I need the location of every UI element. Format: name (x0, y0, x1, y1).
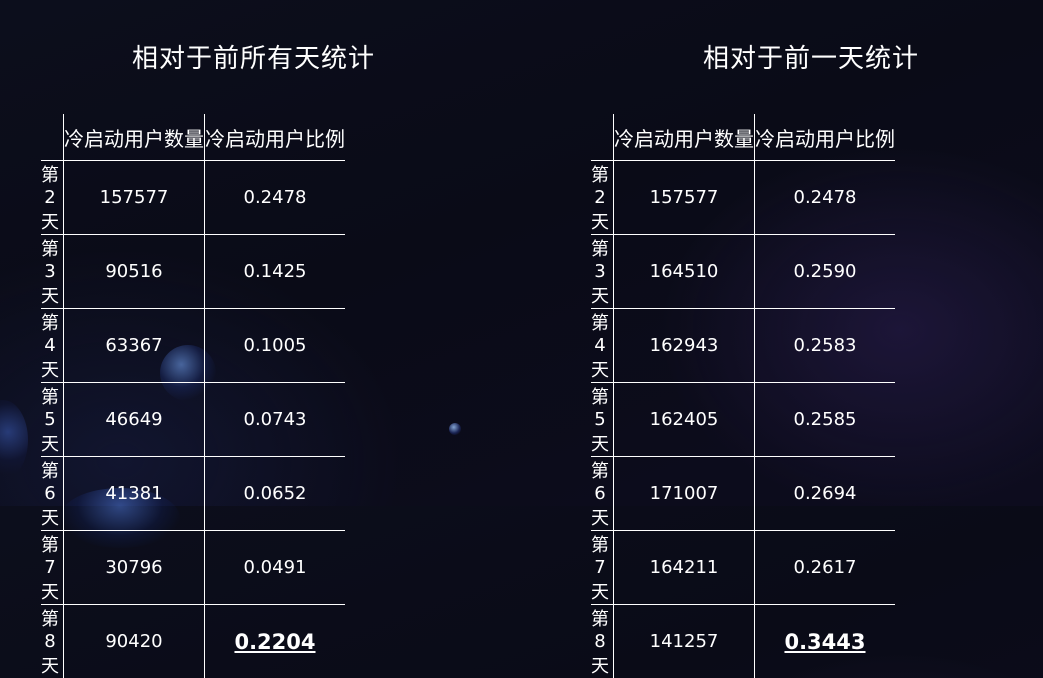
count-cell: 162405 (614, 383, 755, 457)
ratio-cell-highlighted: 0.3443 (755, 605, 896, 678)
table-row: 第4天 162943 0.2583 (591, 309, 895, 383)
header-cold-start-ratio: 冷启动用户比例 (205, 114, 346, 161)
count-cell: 171007 (614, 457, 755, 531)
ratio-cell: 0.0491 (205, 531, 346, 605)
highlighted-ratio: 0.2204 (234, 630, 315, 654)
day-cell: 第4天 (591, 309, 614, 383)
day-cell: 第2天 (41, 161, 64, 235)
ratio-cell: 0.2583 (755, 309, 896, 383)
day-cell: 第4天 (41, 309, 64, 383)
stats-table: 冷启动用户数量 冷启动用户比例 第2天 157577 0.2478 第3天 90… (41, 114, 345, 678)
count-cell: 157577 (614, 161, 755, 235)
ratio-cell: 0.0743 (205, 383, 346, 457)
ratio-cell: 0.2590 (755, 235, 896, 309)
table-row: 第8天 141257 0.3443 (591, 605, 895, 678)
ratio-cell: 0.2617 (755, 531, 896, 605)
table-row: 第7天 164211 0.2617 (591, 531, 895, 605)
day-cell: 第7天 (41, 531, 64, 605)
day-cell: 第8天 (41, 605, 64, 678)
count-cell: 164211 (614, 531, 755, 605)
stats-table: 冷启动用户数量 冷启动用户比例 第2天 157577 0.2478 第3天 16… (591, 114, 895, 678)
table-row: 第7天 30796 0.0491 (41, 531, 345, 605)
day-cell: 第6天 (591, 457, 614, 531)
header-cold-start-ratio: 冷启动用户比例 (755, 114, 896, 161)
day-cell: 第2天 (591, 161, 614, 235)
header-day (41, 114, 64, 161)
count-cell: 164510 (614, 235, 755, 309)
table-header-row: 冷启动用户数量 冷启动用户比例 (591, 114, 895, 161)
day-cell: 第8天 (591, 605, 614, 678)
day-cell: 第5天 (591, 383, 614, 457)
count-cell: 46649 (64, 383, 205, 457)
table-row: 第4天 63367 0.1005 (41, 309, 345, 383)
count-cell: 41381 (64, 457, 205, 531)
ratio-cell-highlighted: 0.2204 (205, 605, 346, 678)
count-cell: 90420 (64, 605, 205, 678)
count-cell: 141257 (614, 605, 755, 678)
table-row: 第5天 162405 0.2585 (591, 383, 895, 457)
table-row: 第2天 157577 0.2478 (591, 161, 895, 235)
count-cell: 157577 (64, 161, 205, 235)
day-cell: 第7天 (591, 531, 614, 605)
day-cell: 第6天 (41, 457, 64, 531)
ratio-cell: 0.1005 (205, 309, 346, 383)
ratio-cell: 0.2478 (205, 161, 346, 235)
ratio-cell: 0.1425 (205, 235, 346, 309)
day-cell: 第5天 (41, 383, 64, 457)
header-cold-start-count: 冷启动用户数量 (64, 114, 205, 161)
decorative-bubble (449, 423, 461, 435)
ratio-cell: 0.2585 (755, 383, 896, 457)
table-row: 第2天 157577 0.2478 (41, 161, 345, 235)
decorative-bubble (0, 400, 28, 480)
ratio-cell: 0.2694 (755, 457, 896, 531)
table-row: 第3天 90516 0.1425 (41, 235, 345, 309)
panel-title: 相对于前一天统计 (703, 38, 919, 75)
count-cell: 162943 (614, 309, 755, 383)
ratio-cell: 0.0652 (205, 457, 346, 531)
table-row: 第6天 41381 0.0652 (41, 457, 345, 531)
panel-title: 相对于前所有天统计 (132, 38, 375, 75)
table-row: 第5天 46649 0.0743 (41, 383, 345, 457)
day-cell: 第3天 (41, 235, 64, 309)
count-cell: 63367 (64, 309, 205, 383)
day-cell: 第3天 (591, 235, 614, 309)
table-header-row: 冷启动用户数量 冷启动用户比例 (41, 114, 345, 161)
count-cell: 90516 (64, 235, 205, 309)
table-row: 第6天 171007 0.2694 (591, 457, 895, 531)
table-row: 第8天 90420 0.2204 (41, 605, 345, 678)
count-cell: 30796 (64, 531, 205, 605)
highlighted-ratio: 0.3443 (784, 630, 865, 654)
header-day (591, 114, 614, 161)
header-cold-start-count: 冷启动用户数量 (614, 114, 755, 161)
ratio-cell: 0.2478 (755, 161, 896, 235)
table-row: 第3天 164510 0.2590 (591, 235, 895, 309)
